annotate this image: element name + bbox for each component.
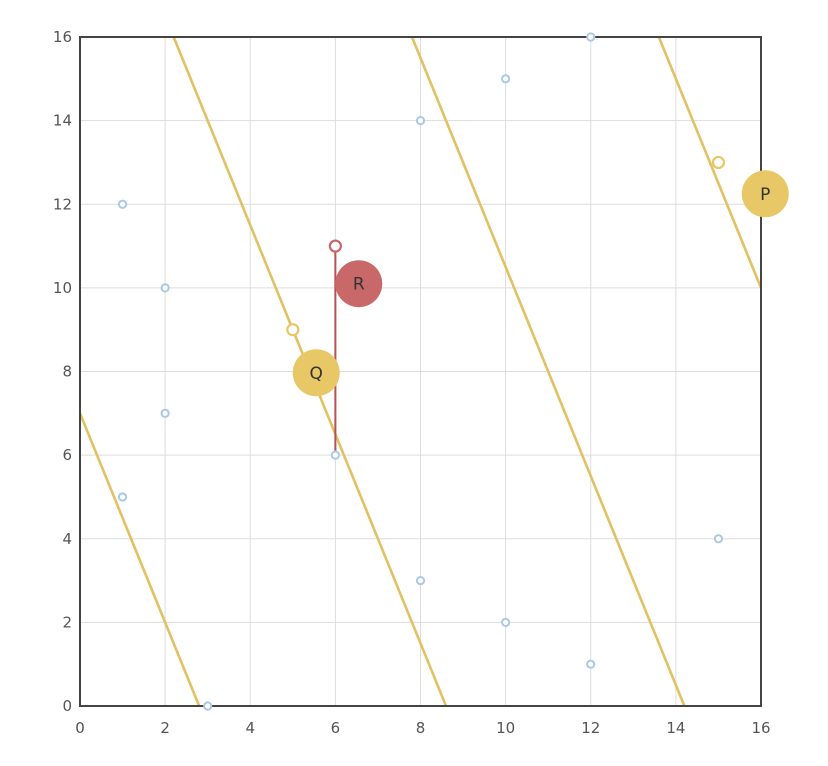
badge-circle [292, 349, 340, 397]
x-tick-label: 2 [160, 719, 170, 737]
y-tick-label: 0 [62, 697, 72, 715]
data-points [117, 32, 724, 711]
y-tick-label: 14 [53, 112, 72, 130]
data-point [203, 701, 213, 711]
data-point [160, 283, 170, 293]
data-point [330, 450, 340, 460]
plot-frame [79, 36, 762, 707]
data-point [415, 116, 426, 126]
x-tick-label: 10 [496, 719, 515, 737]
open-markers [286, 155, 726, 337]
y-tick-label: 4 [62, 530, 72, 548]
parallel-line [78, 412, 201, 707]
x-tick-label: 14 [666, 719, 685, 737]
data-point [501, 617, 511, 627]
axes [79, 36, 762, 707]
data-point [117, 199, 128, 209]
badge-circle [335, 260, 383, 308]
x-tick-label: 8 [416, 719, 426, 737]
badge-label: P [760, 185, 770, 205]
open-marker [328, 239, 342, 253]
y-tick-label: 16 [53, 28, 72, 46]
data-point [501, 74, 511, 84]
parallel-line [657, 36, 763, 289]
x-tick-label: 6 [331, 719, 341, 737]
x-tick-label: 16 [751, 719, 770, 737]
open-marker [286, 323, 300, 337]
label-badges: P Q R [292, 170, 789, 397]
badge-label: R [353, 275, 365, 295]
open-marker [711, 155, 726, 170]
tick-labels: 0 2 4 6 8 10 12 14 16 0 2 4 6 8 10 12 14 16 [53, 28, 771, 737]
data-point [117, 492, 128, 502]
badge-circle [741, 170, 789, 218]
data-point [586, 32, 596, 42]
grid [79, 36, 762, 707]
badge-label: Q [310, 364, 323, 384]
data-point [586, 659, 596, 669]
parallel-line [410, 36, 686, 707]
y-tick-label: 2 [62, 613, 72, 631]
data-point [160, 408, 170, 418]
data-point [415, 575, 426, 586]
y-tick-label: 8 [62, 363, 72, 381]
data-point [713, 534, 724, 544]
x-tick-label: 12 [581, 719, 600, 737]
y-tick-label: 12 [53, 195, 72, 213]
y-tick-label: 10 [53, 279, 72, 297]
x-tick-label: 4 [245, 719, 255, 737]
y-tick-label: 6 [62, 446, 72, 464]
x-tick-label: 0 [75, 719, 85, 737]
